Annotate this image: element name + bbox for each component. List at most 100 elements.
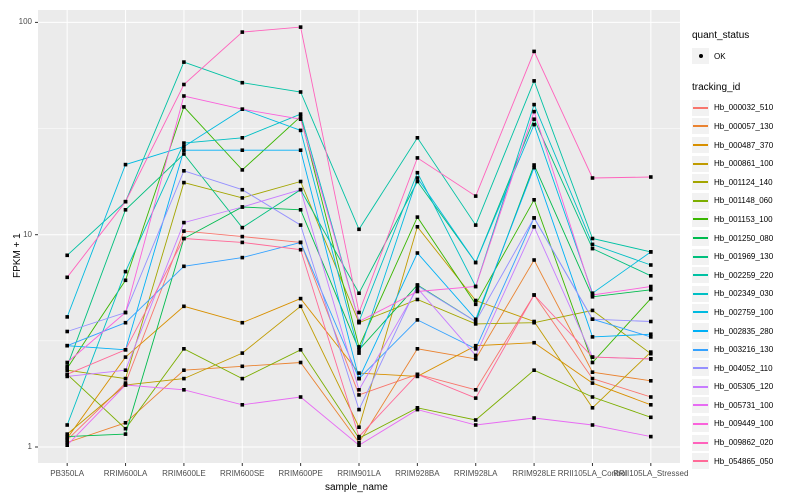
legend-item-Hb_003216_130: Hb_003216_130 <box>692 340 798 359</box>
x-tick-label: RRIM928LA <box>453 469 498 478</box>
data-point <box>473 223 478 227</box>
data-point <box>182 388 186 392</box>
data-point <box>182 236 186 241</box>
data-point <box>240 196 245 200</box>
x-tick-label: RRII105LA_Control <box>557 469 628 478</box>
data-point <box>473 194 478 198</box>
data-point <box>590 360 595 365</box>
ok-point-key-icon <box>692 48 709 65</box>
y-axis-title: FPKM + 1 <box>12 233 23 278</box>
data-point <box>240 107 245 111</box>
data-point <box>532 340 536 345</box>
data-point <box>590 293 595 297</box>
series-color-key-icon <box>692 174 709 191</box>
series-color-key-icon <box>692 434 709 451</box>
series-color-key-icon <box>692 397 709 414</box>
data-point <box>590 376 595 381</box>
data-point <box>65 364 69 369</box>
series-color-key-icon <box>692 155 709 172</box>
data-point <box>65 440 69 445</box>
data-point <box>649 175 653 179</box>
data-point <box>649 284 653 289</box>
data-point <box>182 82 186 87</box>
data-point <box>65 423 69 427</box>
data-point <box>357 371 361 375</box>
data-point <box>649 415 653 420</box>
x-tick-label: RRIM901LA <box>337 469 381 478</box>
data-point <box>649 434 653 439</box>
legend-item-label: Hb_001250_080 <box>714 233 774 243</box>
data-point <box>123 310 128 315</box>
data-point <box>532 320 536 325</box>
data-point <box>532 163 536 167</box>
data-point <box>649 335 653 339</box>
data-point <box>182 148 186 152</box>
data-point <box>415 289 420 294</box>
data-point <box>473 353 478 358</box>
data-point <box>240 187 245 192</box>
x-tick-label: RRII105LA_Stressed <box>613 469 689 478</box>
data-point <box>415 179 420 184</box>
legend-item-label: Hb_000861_100 <box>714 159 774 169</box>
data-point <box>649 357 653 361</box>
legend-item-Hb_054865_050: Hb_054865_050 <box>692 452 798 471</box>
data-point <box>182 368 186 372</box>
data-point <box>357 388 361 392</box>
legend-item-label: OK <box>714 51 726 61</box>
legend-item-Hb_001969_130: Hb_001969_130 <box>692 247 798 266</box>
data-point <box>649 250 653 254</box>
data-point <box>415 156 420 160</box>
data-point <box>240 225 245 230</box>
legend-item-Hb_009862_020: Hb_009862_020 <box>692 433 798 452</box>
data-point <box>415 318 420 322</box>
legend-item-Hb_002759_100: Hb_002759_100 <box>692 303 798 322</box>
data-point <box>357 440 361 445</box>
series-color-key-icon <box>692 360 709 377</box>
series-color-key-icon <box>692 285 709 302</box>
legend-item-label: Hb_000057_130 <box>714 121 774 131</box>
data-point <box>357 351 361 355</box>
data-point <box>240 403 245 407</box>
data-point <box>415 374 420 379</box>
data-point <box>532 102 536 107</box>
data-point <box>649 379 653 383</box>
legend-item-Hb_001250_080: Hb_001250_080 <box>692 229 798 248</box>
data-point <box>240 255 245 260</box>
data-point <box>65 432 69 436</box>
data-point <box>532 225 536 229</box>
data-point <box>182 152 186 156</box>
data-point <box>473 319 478 324</box>
data-point <box>649 403 653 407</box>
data-point <box>65 329 69 334</box>
data-point <box>182 180 186 185</box>
legend-item-label: Hb_002835_280 <box>714 326 774 336</box>
data-point <box>415 215 420 219</box>
data-point <box>65 372 69 377</box>
data-point <box>182 105 186 109</box>
data-point <box>590 242 595 247</box>
data-point <box>357 425 361 429</box>
legend-item-ok: OK <box>692 47 798 66</box>
legend-item-label: Hb_002759_100 <box>714 307 774 317</box>
legend-item-label: Hb_000032_510 <box>714 103 774 113</box>
legend-item-label: Hb_004052_110 <box>714 363 773 373</box>
data-point <box>590 381 595 385</box>
data-point <box>532 293 536 297</box>
data-point <box>240 351 245 355</box>
data-point <box>415 283 420 288</box>
data-point <box>590 423 595 427</box>
data-point <box>357 443 361 447</box>
series-color-key-icon <box>692 304 709 321</box>
series-color-key-icon <box>692 99 709 116</box>
series-color-key-icon <box>692 248 709 265</box>
legend-item-label: Hb_002349_030 <box>714 289 774 299</box>
legend-item-Hb_005731_100: Hb_005731_100 <box>692 396 798 415</box>
data-point <box>357 434 361 439</box>
data-point <box>240 148 245 152</box>
data-point <box>298 148 303 152</box>
y-tick-label: 100 <box>18 17 32 27</box>
legend-item-Hb_005305_120: Hb_005305_120 <box>692 378 798 397</box>
data-point <box>357 345 361 349</box>
series-color-key-icon <box>692 267 709 284</box>
